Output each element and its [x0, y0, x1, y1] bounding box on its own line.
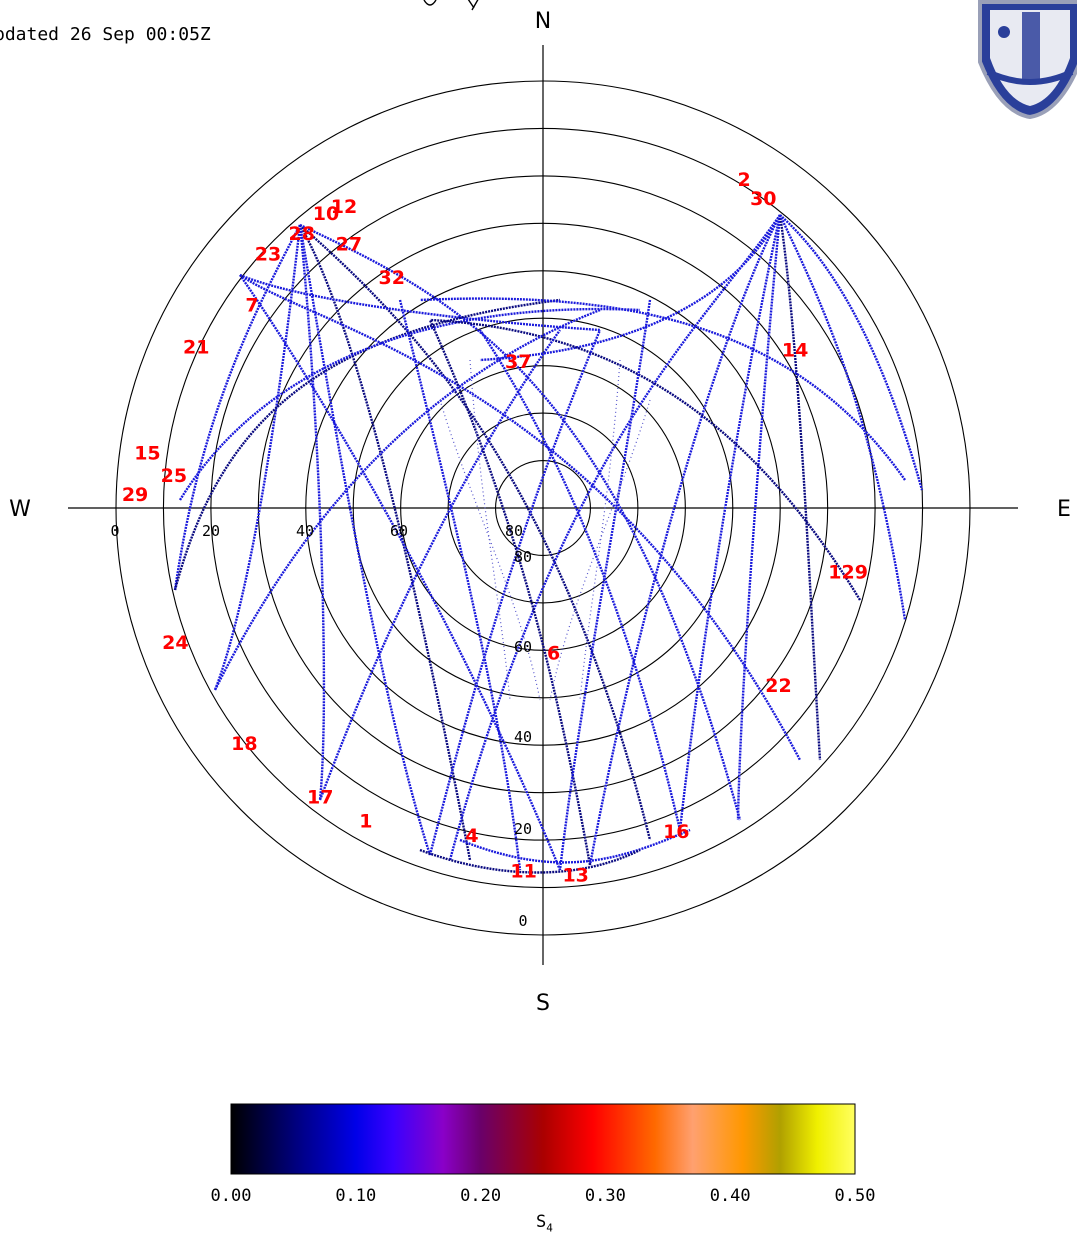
elev-label-v: 20: [514, 820, 532, 838]
elev-label-v: 40: [514, 728, 532, 746]
satellite-track: [239, 273, 601, 332]
satellite-label: 129: [828, 561, 868, 583]
satellite-track: [778, 214, 822, 761]
satellite-label: 12: [331, 196, 357, 218]
s4-colorbar: [230, 1103, 856, 1175]
satellite-track: [298, 224, 326, 801]
colorbar-title: S4: [536, 1212, 553, 1235]
satellite-label: 29: [122, 484, 148, 506]
satellite-track: [213, 224, 302, 691]
chart-title-fragment: [420, 0, 640, 21]
satellite-track: [239, 274, 802, 761]
satellite-track: [299, 224, 652, 841]
satellite-track: [736, 214, 782, 821]
satellite-label: 24: [162, 632, 188, 654]
satellite-label: 2: [738, 169, 751, 191]
satellite-track: [299, 223, 742, 821]
satellite-label: 11: [510, 861, 536, 883]
elev-label-h: 0: [110, 522, 119, 540]
satellite-track: [398, 299, 522, 871]
elev-label-v: 0: [518, 912, 527, 930]
satellite-track: [428, 319, 592, 866]
satellite-track: [298, 224, 472, 861]
satellite-track: [239, 274, 562, 871]
satellite-label: 25: [161, 465, 187, 487]
satellite-track: [173, 224, 302, 591]
satellite-track: [479, 329, 682, 831]
satellite-track: [298, 224, 432, 856]
satellite-label: 13: [562, 864, 588, 886]
satellite-label: 30: [750, 188, 776, 210]
satellite-label: 18: [231, 733, 257, 755]
elev-label-v: 60: [514, 638, 532, 656]
elev-label-h: 20: [202, 522, 220, 540]
elev-label-h: 40: [296, 522, 314, 540]
compass-north: N: [535, 9, 551, 34]
satellite-track: [558, 299, 652, 871]
colorbar-tick-label: 0.30: [584, 1186, 626, 1206]
satellite-track: [173, 298, 561, 591]
satellite-track-faint: [439, 399, 541, 701]
updated-timestamp: pdated 26 Sep 00:05Z: [0, 24, 211, 45]
satellite-label: 16: [663, 821, 689, 843]
satellite-label: 22: [765, 675, 791, 697]
satellite-track: [213, 308, 601, 691]
satellite-track: [318, 329, 561, 801]
satellite-label: 7: [245, 295, 258, 317]
satellite-track: [588, 214, 782, 866]
satellite-track-faint: [549, 399, 651, 701]
satellite-label: 1: [359, 811, 372, 833]
compass-labels: N S W E: [9, 9, 1071, 1016]
satellite-label: 10: [313, 203, 339, 225]
satellite-label: 14: [782, 339, 808, 361]
elev-label-v: 80: [514, 548, 532, 566]
satellite-track: [678, 214, 782, 831]
elevation-labels: 0 20 40 60 80 80 60 40 20 0: [110, 522, 532, 930]
compass-west: W: [9, 497, 31, 522]
satellite-track-faint: [579, 359, 621, 701]
satellite-label: 37: [505, 351, 531, 373]
satellite-label: 4: [465, 825, 478, 847]
colorbar-tick-label: 0.50: [834, 1186, 876, 1206]
satellite-label: 6: [547, 642, 560, 664]
colorbar-tick-label: 0.00: [210, 1186, 252, 1206]
elev-label-h: 60: [390, 522, 408, 540]
colorbar-tick-label: 0.20: [460, 1186, 502, 1206]
satellite-label: 21: [183, 337, 209, 359]
satellite-track: [429, 318, 862, 601]
satellite-label: 32: [379, 267, 405, 289]
satellite-label: 28: [288, 223, 314, 245]
satellite-label: 17: [307, 787, 333, 809]
satellite-tracks: [173, 214, 924, 874]
satellite-track: [178, 307, 641, 501]
colorbar-tick-label: 0.10: [335, 1186, 377, 1206]
satellite-track: [479, 214, 782, 362]
compass-south: S: [536, 991, 550, 1016]
satellite-track: [419, 297, 906, 481]
colorbar-tick-label: 0.40: [709, 1186, 751, 1206]
satellite-track: [419, 848, 641, 874]
satellite-label: 15: [134, 442, 160, 464]
elev-label-h: 80: [505, 522, 523, 540]
satellite-track: [779, 214, 924, 491]
satellite-track: [459, 828, 691, 864]
satellite-track: [778, 214, 907, 621]
satellite-track: [448, 214, 781, 861]
air-force-research-logo: [978, 0, 1077, 120]
satellite-label: 27: [336, 233, 362, 255]
satellite-track: [428, 329, 602, 856]
skyplot-axes: [68, 45, 1018, 965]
compass-east: E: [1057, 497, 1071, 522]
satellite-label: 23: [255, 243, 281, 265]
